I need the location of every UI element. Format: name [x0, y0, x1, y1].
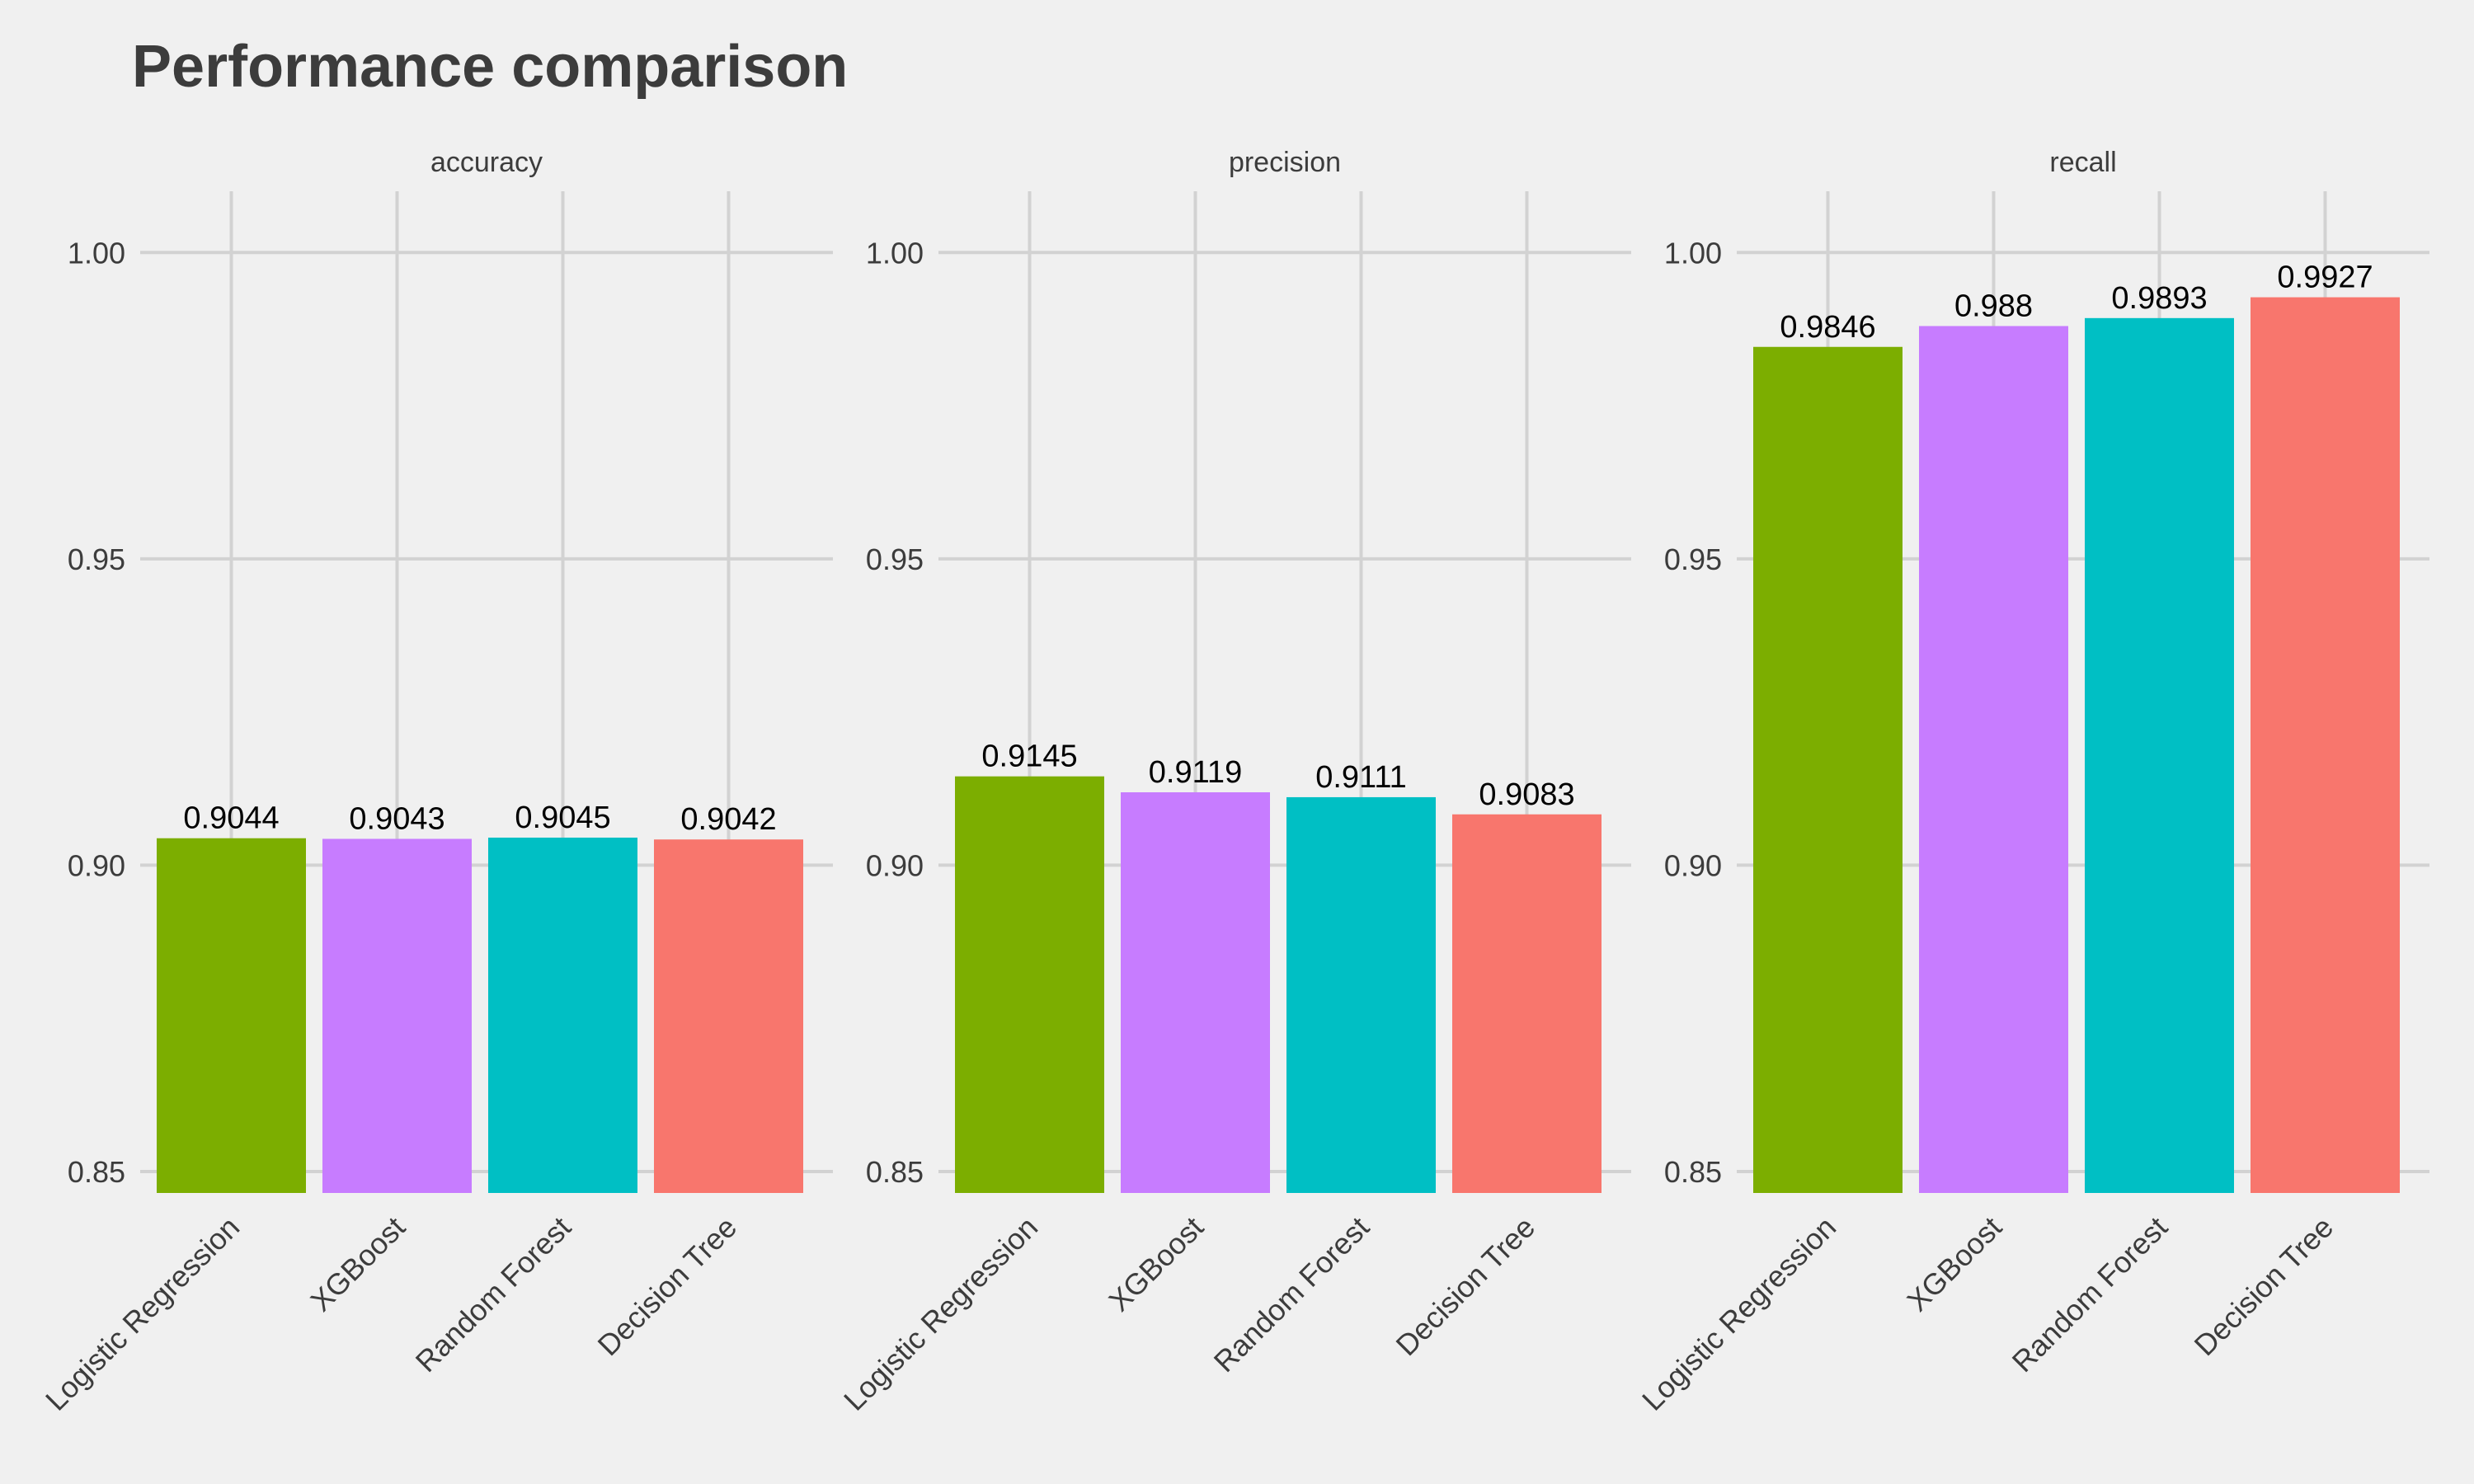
x-tick-label: Logistic Regression [1635, 1210, 1842, 1417]
bar-accuracy-random-forest [488, 837, 637, 1193]
data-label: 0.9119 [1149, 755, 1242, 790]
data-label: 0.9045 [515, 801, 610, 835]
y-tick-label: 0.90 [866, 848, 924, 882]
data-label: 0.9083 [1479, 777, 1574, 812]
data-label: 0.9846 [1780, 310, 1875, 345]
y-tick-label: 0.95 [68, 542, 125, 576]
bar-accuracy-decision-tree [654, 839, 803, 1193]
x-tick-label: XGBoost [1102, 1210, 1210, 1318]
data-label: 0.9042 [680, 802, 776, 837]
x-tick-label: Random Forest [409, 1210, 577, 1378]
bar-accuracy-xgboost [322, 838, 472, 1193]
x-tick-label: Decision Tree [591, 1210, 744, 1363]
facet-precision: precision 0.85 0.90 0.95 1.00 0.9145 Logistic … [837, 147, 1631, 1417]
x-tick-label: Random Forest [2006, 1210, 2174, 1378]
bar-precision-logistic-regression [955, 776, 1104, 1193]
y-tick-label: 0.85 [1664, 1155, 1722, 1189]
bar-recall-logistic-regression [1753, 346, 1903, 1193]
x-tick-label: Logistic Regression [837, 1210, 1044, 1417]
y-tick-label: 1.00 [866, 236, 924, 270]
facet-recall: recall 0.85 0.90 0.95 1.00 0.9846 Logistic Reg… [1635, 147, 2429, 1417]
bar-recall-random-forest [2085, 317, 2234, 1193]
data-label: 0.9145 [981, 740, 1077, 774]
bar-precision-xgboost [1121, 792, 1270, 1193]
bar-recall-xgboost [1919, 326, 2068, 1194]
x-tick-label: XGBoost [303, 1210, 412, 1318]
y-tick-label: 1.00 [1664, 236, 1722, 270]
bar-precision-decision-tree [1452, 814, 1602, 1193]
facet-label-accuracy: accuracy [430, 147, 543, 178]
facet-label-recall: recall [2049, 147, 2116, 178]
bar-recall-decision-tree [2251, 297, 2400, 1194]
facet-accuracy: accuracy 0.85 0.90 0.95 1.00 0.9044 Logistic R… [39, 147, 833, 1417]
y-tick-label: 0.95 [866, 542, 924, 576]
data-label: 0.9927 [2277, 261, 2373, 295]
y-tick-label: 1.00 [68, 236, 125, 270]
data-label: 0.9893 [2111, 281, 2207, 316]
x-tick-label: XGBoost [1900, 1210, 2008, 1318]
data-label: 0.9111 [1315, 760, 1407, 795]
x-tick-label: Logistic Regression [39, 1210, 246, 1417]
y-tick-label: 0.85 [68, 1155, 125, 1189]
bar-precision-random-forest [1286, 796, 1436, 1193]
x-tick-label: Decision Tree [2188, 1210, 2340, 1363]
data-label: 0.9044 [183, 801, 279, 836]
x-tick-label: Decision Tree [1390, 1210, 1542, 1363]
y-tick-label: 0.90 [68, 848, 125, 882]
x-tick-label: Random Forest [1207, 1210, 1376, 1378]
data-label: 0.988 [1954, 289, 2033, 323]
data-label: 0.9043 [349, 801, 444, 836]
y-tick-label: 0.90 [1664, 848, 1722, 882]
facet-label-precision: precision [1229, 147, 1341, 178]
y-tick-label: 0.95 [1664, 542, 1722, 576]
chart-title: Performance comparison [132, 34, 849, 100]
y-tick-label: 0.85 [866, 1155, 924, 1189]
bar-accuracy-logistic-regression [157, 838, 306, 1193]
